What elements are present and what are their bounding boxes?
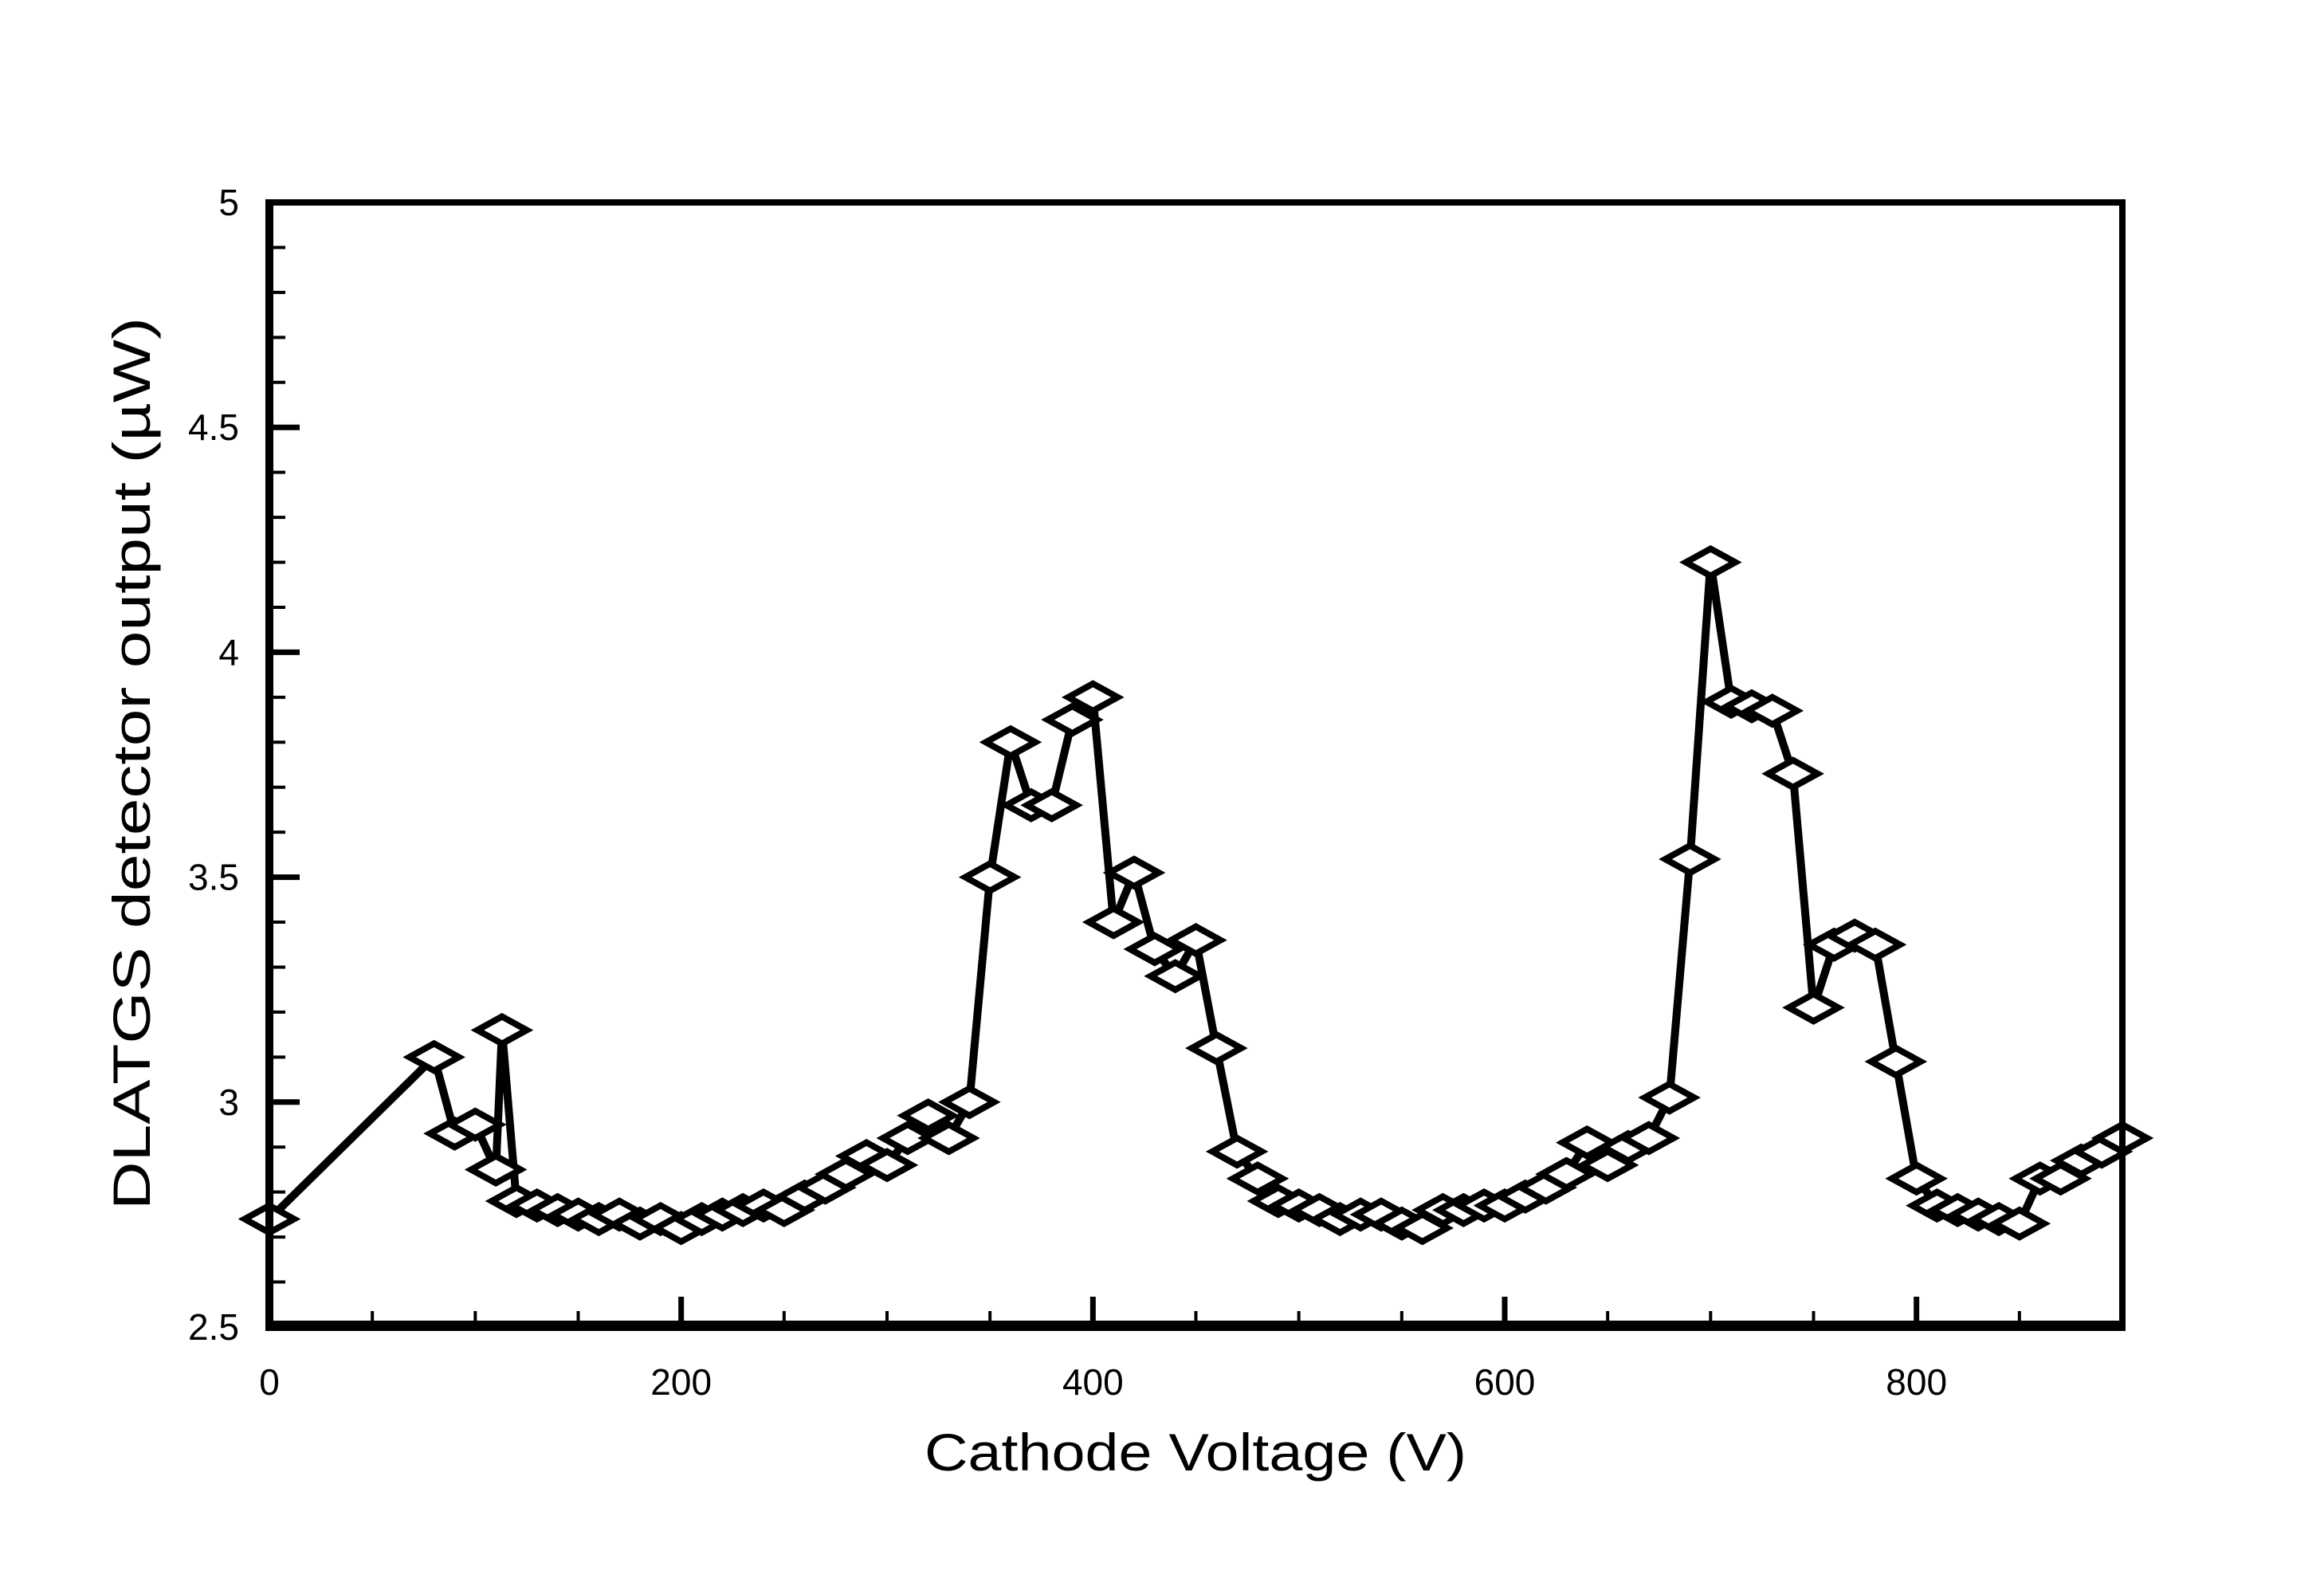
diamond-marker-icon bbox=[402, 1039, 465, 1074]
data-point-markers bbox=[238, 544, 2154, 1246]
diamond-marker-icon bbox=[1205, 1134, 1269, 1169]
diamond-marker-icon bbox=[1864, 1044, 1928, 1079]
diamond-marker-icon bbox=[1659, 842, 1721, 877]
y-tick-label: 4 bbox=[218, 631, 239, 673]
y-axis-title: DLATGS detector output (µW) bbox=[102, 317, 161, 1210]
diamond-marker-icon bbox=[1679, 544, 1742, 580]
diamond-marker-icon bbox=[938, 1085, 1001, 1120]
diamond-marker-icon bbox=[1782, 990, 1845, 1025]
diamond-marker-icon bbox=[1185, 1031, 1248, 1066]
diamond-marker-icon bbox=[1761, 756, 1824, 791]
diamond-marker-icon bbox=[1082, 905, 1145, 940]
diamond-marker-icon bbox=[1617, 1121, 1681, 1156]
x-tick-label: 400 bbox=[1062, 1361, 1124, 1403]
diamond-marker-icon bbox=[1020, 787, 1083, 823]
diamond-marker-icon bbox=[470, 1012, 534, 1048]
x-tick-label: 600 bbox=[1474, 1361, 1536, 1403]
y-tick-label: 3 bbox=[218, 1082, 239, 1123]
y-tick-label: 4.5 bbox=[188, 406, 239, 448]
diamond-marker-icon bbox=[1144, 959, 1207, 994]
diamond-marker-icon bbox=[917, 1121, 980, 1156]
axis-tick-labels: 0 200 400 600 800 2.5 3 3.5 4 4.5 5 bbox=[188, 182, 1947, 1403]
diamond-marker-icon bbox=[1226, 1161, 1290, 1196]
diamond-marker-icon bbox=[1576, 1148, 1639, 1183]
y-tick-label: 3.5 bbox=[188, 857, 239, 898]
diamond-marker-icon bbox=[1885, 1161, 1948, 1196]
diamond-marker-icon bbox=[1988, 1206, 2051, 1241]
diamond-marker-icon bbox=[1535, 1156, 1598, 1192]
diamond-marker-icon bbox=[1741, 693, 1804, 728]
diamond-marker-icon bbox=[1123, 932, 1187, 967]
y-tick-label: 2.5 bbox=[188, 1306, 239, 1348]
diamond-marker-icon bbox=[1102, 855, 1166, 890]
diamond-marker-icon bbox=[897, 1098, 960, 1133]
diamond-marker-icon bbox=[979, 724, 1042, 760]
diamond-marker-icon bbox=[464, 1152, 528, 1188]
diamond-marker-icon bbox=[1164, 923, 1227, 958]
diamond-marker-icon bbox=[444, 1107, 507, 1142]
diamond-marker-icon bbox=[958, 860, 1022, 895]
x-tick-label: 0 bbox=[259, 1361, 280, 1403]
diamond-marker-icon bbox=[1062, 680, 1125, 715]
x-axis-title: Cathode Voltage (V) bbox=[924, 1423, 1466, 1482]
diamond-marker-icon bbox=[1041, 702, 1104, 737]
diamond-marker-icon bbox=[1638, 1080, 1701, 1115]
x-tick-label: 800 bbox=[1886, 1361, 1947, 1403]
x-tick-label: 200 bbox=[650, 1361, 712, 1403]
y-tick-label: 5 bbox=[218, 182, 239, 223]
diamond-marker-icon bbox=[855, 1148, 919, 1183]
diamond-marker-icon bbox=[1843, 927, 1907, 962]
